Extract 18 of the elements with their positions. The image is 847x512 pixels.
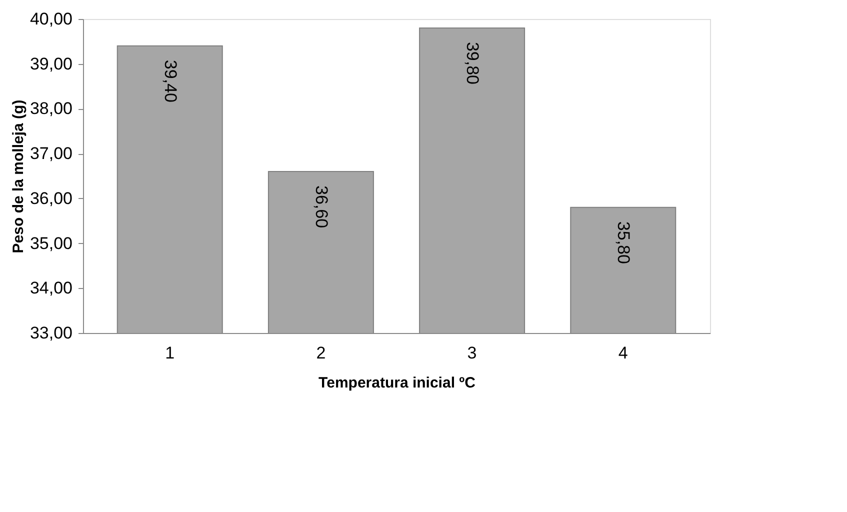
x-axis-title: Temperatura inicial ºC <box>318 374 476 392</box>
y-tick-label: 40,00 <box>30 10 72 28</box>
x-tick-label: 3 <box>467 344 477 362</box>
y-tick-label: 39,00 <box>30 54 72 74</box>
data-label: 35,80 <box>614 221 634 264</box>
y-axis-title: Peso de la molleja (g) <box>10 100 27 254</box>
y-tick-label: 33,00 <box>30 324 72 342</box>
y-tick-label: 35,00 <box>30 234 72 253</box>
x-tick-label: 2 <box>316 344 326 362</box>
y-tick-label: 38,00 <box>30 99 72 118</box>
y-tick-label: 36,00 <box>30 188 72 208</box>
x-tick-label: 4 <box>618 344 628 362</box>
data-label: 39,80 <box>463 42 482 85</box>
data-label: 39,40 <box>160 60 180 102</box>
y-tick-label: 34,00 <box>30 278 72 298</box>
x-tick-label: 1 <box>165 344 175 362</box>
data-label: 36,60 <box>312 186 331 228</box>
y-tick-label: 37,00 <box>30 144 72 164</box>
